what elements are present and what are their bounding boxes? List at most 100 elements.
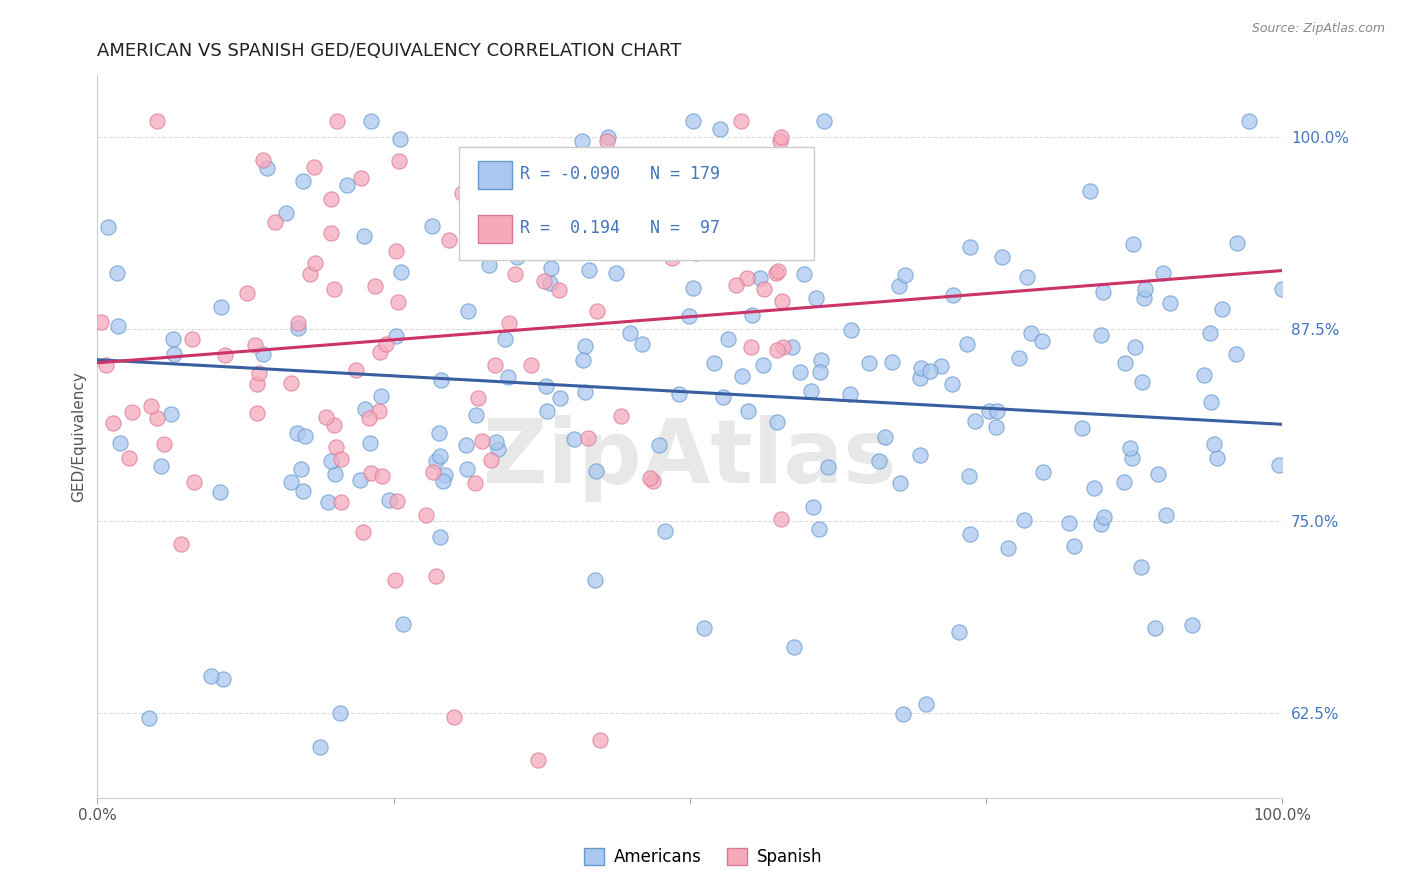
Point	[957, 469, 980, 483]
Point	[880, 355, 903, 369]
Point	[292, 484, 315, 499]
Point	[1121, 451, 1143, 466]
Point	[256, 161, 278, 175]
Point	[1199, 394, 1222, 409]
FancyBboxPatch shape	[458, 147, 814, 260]
Point	[1014, 513, 1036, 527]
Point	[766, 343, 789, 357]
Text: ZipAtlas: ZipAtlas	[484, 415, 897, 502]
Point	[443, 709, 465, 723]
Point	[236, 286, 259, 301]
Point	[243, 338, 266, 352]
Point	[1092, 285, 1115, 299]
Point	[769, 129, 792, 144]
Point	[1239, 114, 1261, 128]
Point	[685, 246, 707, 260]
Point	[280, 376, 302, 390]
Point	[589, 732, 612, 747]
Point	[208, 485, 231, 500]
Point	[617, 195, 640, 210]
Point	[1211, 302, 1233, 317]
Point	[668, 387, 690, 401]
Point	[838, 387, 860, 401]
Point	[467, 391, 489, 405]
Point	[1114, 356, 1136, 370]
Text: AMERICAN VS SPANISH GED/EQUIVALENCY CORRELATION CHART: AMERICAN VS SPANISH GED/EQUIVALENCY CORR…	[97, 42, 682, 60]
Point	[325, 440, 347, 454]
Point	[910, 371, 932, 385]
Point	[538, 276, 561, 290]
Point	[929, 359, 952, 374]
Point	[482, 168, 505, 182]
Point	[280, 475, 302, 490]
Point	[367, 403, 389, 417]
Point	[574, 339, 596, 353]
Point	[1032, 465, 1054, 479]
Point	[1063, 539, 1085, 553]
Point	[498, 316, 520, 330]
Point	[121, 405, 143, 419]
Point	[97, 220, 120, 235]
Point	[1071, 421, 1094, 435]
Point	[456, 462, 478, 476]
Point	[574, 385, 596, 400]
Point	[915, 697, 938, 711]
Point	[574, 176, 596, 190]
Point	[534, 379, 557, 393]
Point	[146, 411, 169, 425]
Point	[959, 240, 981, 254]
Point	[648, 438, 671, 452]
Point	[741, 308, 763, 322]
Point	[889, 476, 911, 491]
Point	[735, 270, 758, 285]
Point	[290, 462, 312, 476]
Point	[309, 739, 332, 754]
Point	[619, 326, 641, 340]
Point	[889, 279, 911, 293]
Point	[246, 377, 269, 392]
Point	[610, 409, 633, 423]
Point	[808, 522, 831, 536]
Point	[1133, 282, 1156, 296]
Point	[527, 753, 550, 767]
Text: Source: ZipAtlas.com: Source: ZipAtlas.com	[1251, 22, 1385, 36]
Point	[654, 524, 676, 538]
Point	[274, 205, 297, 219]
Point	[540, 260, 562, 275]
Point	[783, 640, 806, 655]
Point	[1271, 282, 1294, 296]
Point	[766, 264, 789, 278]
Point	[1031, 334, 1053, 348]
Point	[751, 358, 773, 372]
Legend: Americans, Spanish: Americans, Spanish	[575, 840, 831, 875]
Point	[948, 624, 970, 639]
Point	[212, 672, 235, 686]
Point	[1019, 326, 1042, 341]
Point	[429, 530, 451, 544]
Y-axis label: GED/Equivalency: GED/Equivalency	[72, 371, 86, 502]
Point	[868, 454, 890, 468]
Point	[378, 492, 401, 507]
FancyBboxPatch shape	[478, 215, 512, 243]
Point	[565, 188, 588, 202]
Point	[661, 252, 683, 266]
Point	[942, 288, 965, 302]
Point	[800, 384, 823, 398]
Point	[200, 668, 222, 682]
Point	[610, 174, 633, 188]
Point	[387, 494, 409, 508]
Point	[329, 706, 352, 720]
Point	[571, 134, 593, 148]
Point	[984, 420, 1007, 434]
Point	[291, 173, 314, 187]
Point	[494, 332, 516, 346]
Point	[336, 178, 359, 192]
Point	[456, 438, 478, 452]
Point	[315, 410, 337, 425]
Point	[596, 135, 619, 149]
Point	[693, 621, 716, 635]
Point	[94, 358, 117, 372]
Point	[287, 316, 309, 330]
Point	[1090, 327, 1112, 342]
Point	[457, 304, 479, 318]
